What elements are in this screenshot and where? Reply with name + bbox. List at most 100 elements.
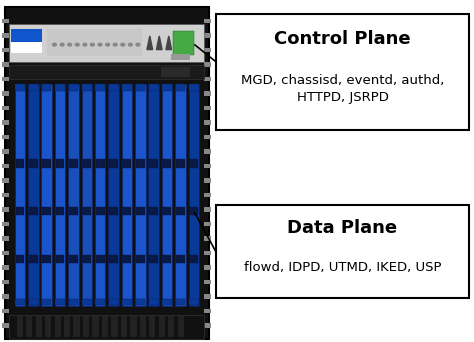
FancyBboxPatch shape (42, 207, 51, 215)
FancyBboxPatch shape (45, 316, 51, 337)
Circle shape (60, 43, 64, 46)
FancyBboxPatch shape (189, 299, 199, 305)
FancyBboxPatch shape (82, 84, 91, 91)
FancyBboxPatch shape (2, 48, 9, 52)
FancyBboxPatch shape (95, 84, 105, 91)
FancyBboxPatch shape (2, 33, 9, 38)
FancyBboxPatch shape (55, 316, 61, 337)
FancyBboxPatch shape (2, 193, 9, 197)
FancyBboxPatch shape (176, 207, 185, 215)
FancyBboxPatch shape (136, 84, 145, 91)
FancyBboxPatch shape (122, 84, 132, 306)
FancyBboxPatch shape (69, 299, 78, 305)
FancyBboxPatch shape (42, 255, 51, 263)
FancyBboxPatch shape (82, 207, 91, 215)
FancyBboxPatch shape (16, 255, 24, 263)
FancyBboxPatch shape (95, 84, 105, 306)
FancyBboxPatch shape (204, 106, 211, 110)
FancyBboxPatch shape (2, 19, 9, 23)
FancyBboxPatch shape (102, 316, 108, 337)
Circle shape (75, 43, 79, 46)
Polygon shape (166, 36, 172, 50)
FancyBboxPatch shape (149, 299, 158, 305)
FancyBboxPatch shape (73, 316, 80, 337)
FancyBboxPatch shape (136, 299, 145, 305)
FancyBboxPatch shape (109, 84, 118, 91)
FancyBboxPatch shape (175, 84, 186, 306)
FancyBboxPatch shape (96, 255, 104, 263)
FancyBboxPatch shape (69, 84, 78, 91)
FancyBboxPatch shape (16, 159, 24, 168)
FancyBboxPatch shape (163, 159, 172, 168)
Circle shape (83, 43, 87, 46)
FancyBboxPatch shape (69, 207, 78, 215)
FancyBboxPatch shape (149, 159, 158, 168)
FancyBboxPatch shape (9, 315, 204, 339)
Circle shape (128, 43, 132, 46)
FancyBboxPatch shape (136, 255, 145, 263)
FancyBboxPatch shape (9, 24, 204, 62)
FancyBboxPatch shape (96, 159, 104, 168)
FancyBboxPatch shape (29, 207, 37, 215)
FancyBboxPatch shape (204, 178, 211, 183)
FancyBboxPatch shape (148, 84, 159, 306)
FancyBboxPatch shape (56, 207, 64, 215)
FancyBboxPatch shape (92, 316, 99, 337)
FancyBboxPatch shape (204, 135, 211, 139)
FancyBboxPatch shape (190, 255, 198, 263)
FancyBboxPatch shape (2, 106, 9, 110)
FancyBboxPatch shape (204, 193, 211, 197)
FancyBboxPatch shape (204, 33, 211, 38)
FancyBboxPatch shape (204, 77, 211, 81)
FancyBboxPatch shape (149, 207, 158, 215)
FancyBboxPatch shape (189, 84, 199, 306)
FancyBboxPatch shape (95, 299, 105, 305)
FancyBboxPatch shape (2, 265, 9, 269)
FancyBboxPatch shape (2, 280, 9, 284)
FancyBboxPatch shape (130, 316, 137, 337)
FancyBboxPatch shape (162, 84, 172, 91)
FancyBboxPatch shape (15, 84, 25, 91)
FancyBboxPatch shape (11, 42, 42, 53)
FancyBboxPatch shape (178, 316, 184, 337)
Text: MGD, chassisd, eventd, authd,
HTTPD, JSRPD: MGD, chassisd, eventd, authd, HTTPD, JSR… (241, 74, 444, 104)
FancyBboxPatch shape (204, 265, 211, 269)
FancyBboxPatch shape (56, 159, 64, 168)
FancyBboxPatch shape (204, 164, 211, 168)
FancyBboxPatch shape (2, 251, 9, 255)
FancyBboxPatch shape (190, 207, 198, 215)
FancyBboxPatch shape (109, 159, 118, 168)
FancyBboxPatch shape (149, 255, 158, 263)
FancyBboxPatch shape (171, 54, 190, 60)
FancyBboxPatch shape (29, 159, 37, 168)
FancyBboxPatch shape (168, 316, 174, 337)
FancyBboxPatch shape (176, 255, 185, 263)
FancyBboxPatch shape (2, 178, 9, 183)
FancyBboxPatch shape (29, 255, 37, 263)
FancyBboxPatch shape (41, 84, 52, 306)
FancyBboxPatch shape (17, 316, 23, 337)
FancyBboxPatch shape (109, 299, 118, 305)
FancyBboxPatch shape (204, 91, 211, 96)
Circle shape (91, 43, 94, 46)
FancyBboxPatch shape (135, 84, 146, 306)
FancyBboxPatch shape (204, 120, 211, 125)
FancyBboxPatch shape (162, 299, 172, 305)
FancyBboxPatch shape (26, 316, 32, 337)
FancyBboxPatch shape (82, 299, 91, 305)
FancyBboxPatch shape (216, 205, 469, 298)
Circle shape (53, 43, 56, 46)
FancyBboxPatch shape (204, 251, 211, 255)
FancyBboxPatch shape (36, 316, 42, 337)
FancyBboxPatch shape (109, 255, 118, 263)
FancyBboxPatch shape (68, 84, 79, 306)
FancyBboxPatch shape (123, 255, 131, 263)
FancyBboxPatch shape (28, 84, 38, 306)
FancyBboxPatch shape (204, 323, 211, 328)
FancyBboxPatch shape (16, 207, 24, 215)
FancyBboxPatch shape (204, 19, 211, 23)
FancyBboxPatch shape (2, 77, 9, 81)
FancyBboxPatch shape (42, 84, 52, 91)
FancyBboxPatch shape (82, 255, 91, 263)
FancyBboxPatch shape (204, 309, 211, 313)
